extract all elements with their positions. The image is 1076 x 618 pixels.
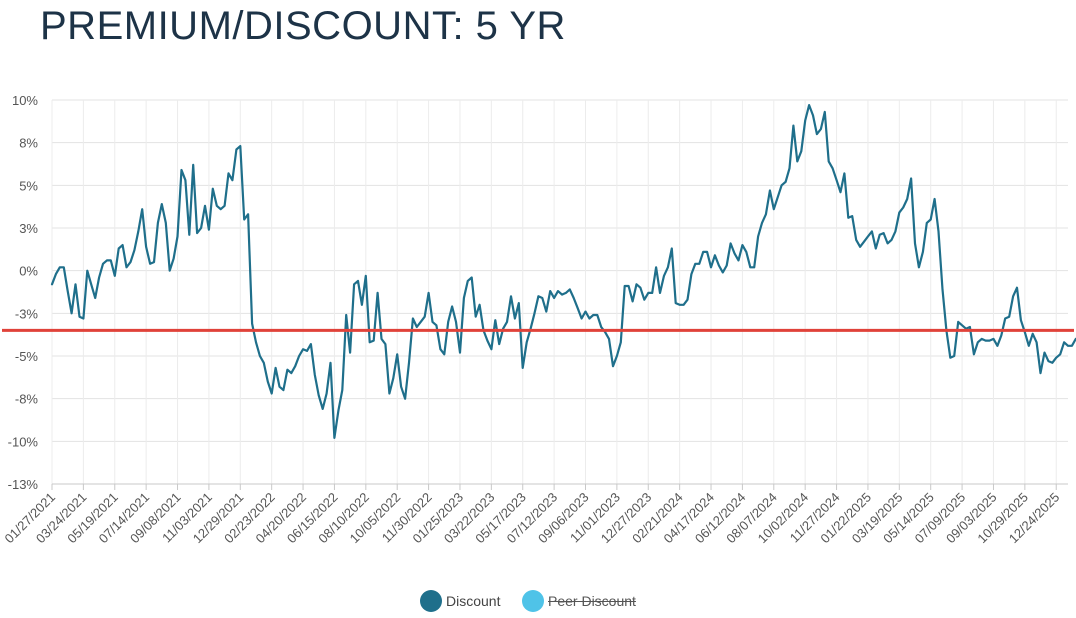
y-tick-label: -13%	[8, 477, 39, 492]
legend-item-peer-discount[interactable]: Peer Discount	[522, 590, 636, 612]
chart-series	[50, 103, 1076, 439]
legend-item-discount[interactable]: Discount	[420, 590, 500, 612]
y-tick-label: 0%	[19, 264, 38, 279]
chart-legend: Discount Peer Discount	[0, 590, 1076, 616]
y-tick-label: 10%	[12, 93, 38, 108]
y-tick-label: -8%	[15, 392, 39, 407]
legend-marker-icon	[522, 590, 544, 612]
series-line-discount	[50, 103, 1076, 439]
y-axis: 10% 8% 5% 3% 0% -3% -5% -8% -10% -13%	[8, 93, 39, 492]
legend-label: Discount	[446, 593, 501, 609]
legend-marker-icon	[420, 590, 442, 612]
page-title: PREMIUM/DISCOUNT: 5 YR	[40, 4, 566, 48]
y-tick-label: 5%	[19, 178, 38, 193]
y-tick-label: -10%	[8, 434, 39, 449]
x-axis: 01/27/202103/24/202105/19/202107/14/2021…	[1, 483, 1068, 546]
legend-label: Peer Discount	[548, 593, 636, 609]
premium-discount-line-chart: 10% 8% 5% 3% 0% -3% -5% -8% -10% -13% 01/27/20210…	[1, 93, 1076, 546]
y-tick-label: -3%	[15, 306, 39, 321]
y-tick-label: 8%	[19, 136, 38, 151]
y-tick-label: -5%	[15, 349, 39, 364]
y-tick-label: 3%	[19, 221, 38, 236]
